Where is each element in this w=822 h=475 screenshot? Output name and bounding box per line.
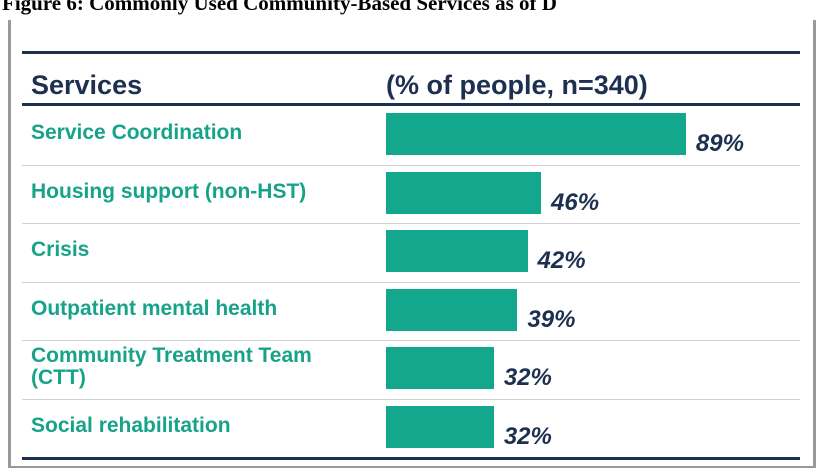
value-label: 46% xyxy=(551,188,600,216)
category-label: Social rehabilitation xyxy=(31,413,231,437)
value-label: 89% xyxy=(695,130,744,157)
category-label: Community Treatment Team (CTT) xyxy=(31,344,312,390)
category-label: Crisis xyxy=(31,238,90,262)
row-separator xyxy=(22,281,800,283)
bottom-rule xyxy=(22,457,800,460)
category-header: Services xyxy=(31,70,143,100)
bar xyxy=(386,405,494,448)
bar xyxy=(386,113,686,155)
value-label: 39% xyxy=(527,305,576,333)
header-rule xyxy=(22,103,800,106)
row-separator xyxy=(22,398,800,400)
row-separator xyxy=(22,223,800,224)
value-label: 42% xyxy=(537,247,586,274)
value-label: 32% xyxy=(503,422,552,450)
value-label: 32% xyxy=(503,364,552,391)
top-rule xyxy=(22,51,800,54)
bar xyxy=(386,230,528,272)
bar xyxy=(386,171,542,214)
value-header: (% of people, n=340) xyxy=(386,70,648,100)
bar xyxy=(386,347,494,389)
category-label: Outpatient mental health xyxy=(31,296,278,320)
bar xyxy=(386,288,518,331)
row-separator xyxy=(22,164,800,166)
row-separator xyxy=(22,340,800,341)
figure-title: Figure 6: Commonly Used Community-Based … xyxy=(2,0,557,15)
category-label: Service Coordination xyxy=(31,121,243,145)
category-label: Housing support (non-HST) xyxy=(31,179,307,203)
frame xyxy=(8,20,816,468)
